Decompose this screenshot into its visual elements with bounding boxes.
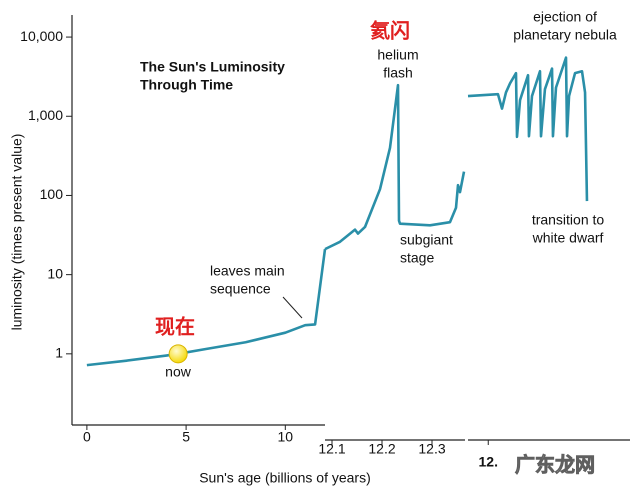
annotation: ejection of — [533, 9, 597, 25]
luminosity-line — [467, 56, 589, 202]
annotation: subgiant — [400, 232, 453, 248]
luminosity-line — [324, 83, 466, 251]
annotation: leaves main — [210, 263, 285, 279]
x-axis-label: Sun's age (billions of years) — [199, 470, 371, 486]
x-tick-label: 12.2 — [368, 441, 395, 457]
x-tick-label: 0 — [83, 429, 91, 445]
x-tick-label: 5 — [182, 429, 190, 445]
y-tick-label: 100 — [40, 186, 64, 202]
y-tick-label: 1 — [55, 345, 63, 361]
annotation: 氦闪 — [370, 18, 410, 42]
annotation: flash — [383, 65, 413, 81]
y-tick-label: 10,000 — [20, 28, 63, 44]
annotation: helium — [377, 47, 418, 63]
annotation: white dwarf — [532, 230, 604, 246]
annotation-pointer — [282, 296, 303, 319]
y-axis-label: luminosity (times present value) — [9, 134, 25, 331]
chart-title: Through Time — [140, 77, 233, 93]
annotation: stage — [400, 250, 434, 266]
x-tick-label: 12. — [479, 454, 498, 470]
x-tick-label: 12.3 — [418, 441, 445, 457]
annotation: now — [165, 364, 192, 380]
annotation: sequence — [210, 281, 271, 297]
annotation: planetary nebula — [513, 27, 617, 43]
x-tick-label: 10 — [278, 429, 294, 445]
y-tick-label: 1,000 — [28, 107, 63, 123]
luminosity-line — [86, 248, 327, 367]
y-tick-label: 10 — [47, 265, 63, 281]
annotation: 现在 — [155, 314, 195, 338]
x-tick-label: 12.1 — [318, 441, 345, 457]
sun-marker — [168, 344, 188, 364]
annotation: transition to — [532, 212, 605, 228]
watermark: 广东龙网 — [515, 452, 595, 476]
chart-title: The Sun's Luminosity — [140, 59, 285, 75]
